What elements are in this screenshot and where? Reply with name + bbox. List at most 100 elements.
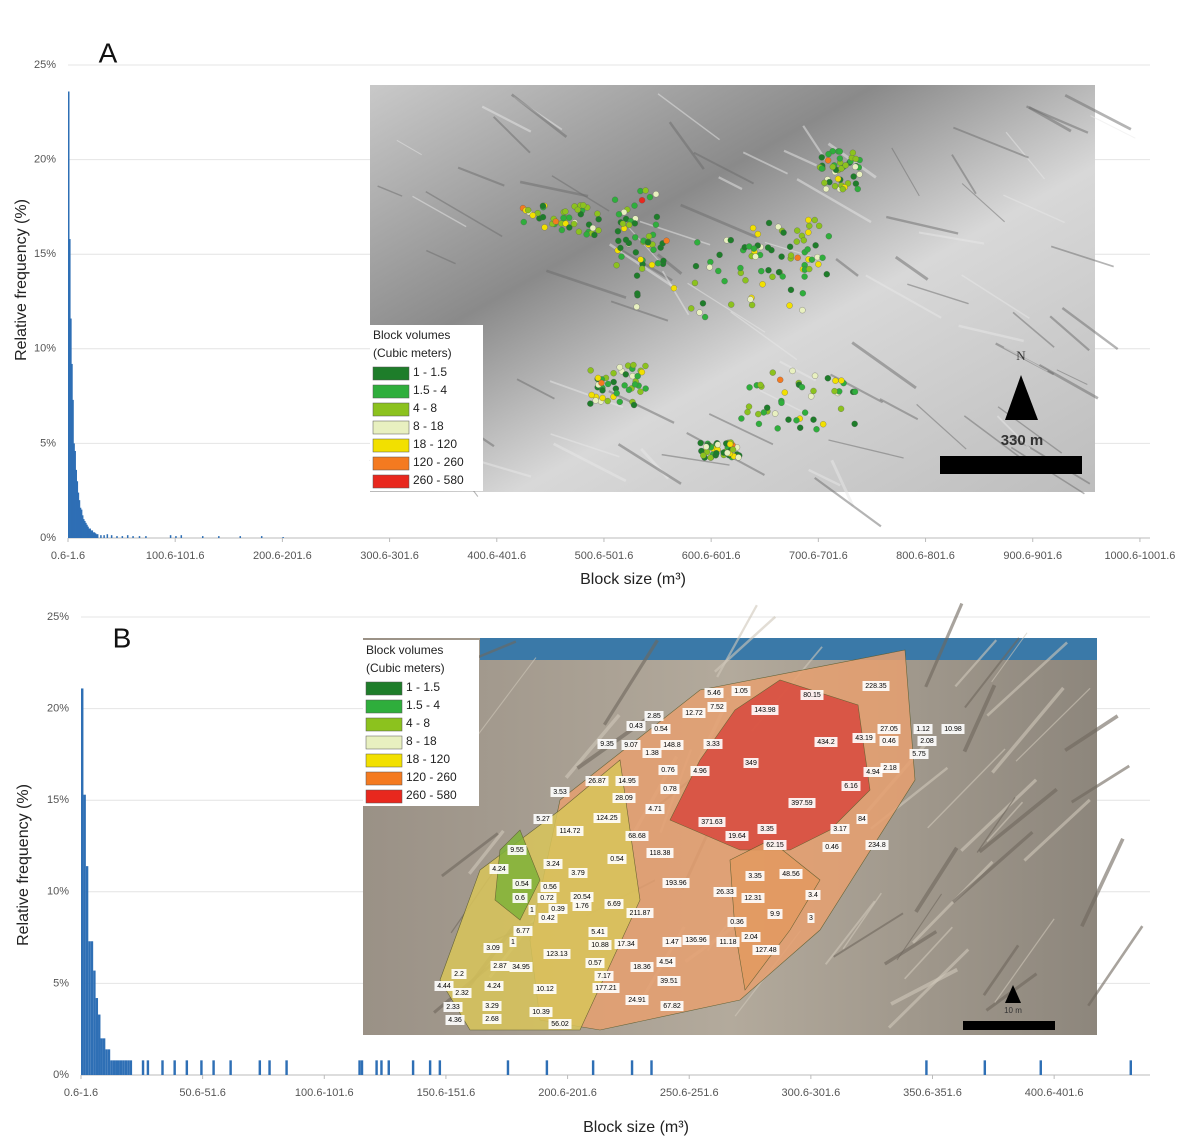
legend-label: 4 - 8 bbox=[413, 401, 437, 415]
block-label-bg bbox=[512, 893, 528, 903]
block-point bbox=[781, 389, 788, 396]
bar bbox=[360, 1060, 364, 1075]
x-tick-label: 400.6-401.6 bbox=[467, 550, 526, 562]
rock-texture bbox=[1087, 925, 1144, 1007]
block-label: 3.79 bbox=[571, 870, 585, 877]
legend-label: 1.5 - 4 bbox=[413, 383, 447, 397]
y-axis-label: Relative frequency (%) bbox=[13, 199, 30, 361]
hillshade bbox=[916, 403, 967, 450]
block-point bbox=[822, 185, 830, 193]
block-label-bg bbox=[751, 705, 779, 715]
hillshade bbox=[907, 283, 969, 305]
hillshade bbox=[708, 413, 774, 446]
block-point bbox=[616, 398, 623, 406]
block-label-bg bbox=[767, 909, 783, 919]
scale-label: 330 m bbox=[1001, 432, 1044, 449]
block-label: 4.36 bbox=[448, 1017, 462, 1024]
bar bbox=[84, 520, 86, 538]
bar bbox=[85, 522, 87, 538]
block-label-bg bbox=[593, 813, 621, 823]
legend-swatch bbox=[372, 402, 410, 417]
block-label: 27.05 bbox=[880, 726, 898, 733]
rock-texture bbox=[927, 748, 1006, 829]
x-tick-label: 200.6-201.6 bbox=[253, 550, 312, 562]
bar bbox=[110, 1060, 113, 1075]
bar bbox=[260, 536, 263, 538]
block-label: 39.51 bbox=[660, 978, 678, 985]
block-point bbox=[804, 246, 811, 253]
x-axis-label: Block size (m³) bbox=[583, 1119, 689, 1136]
bar bbox=[983, 1060, 987, 1075]
block-point bbox=[801, 409, 809, 416]
block-point bbox=[820, 421, 827, 428]
legend-swatch bbox=[372, 474, 410, 489]
block-point bbox=[688, 305, 695, 312]
block-point bbox=[713, 450, 720, 457]
block-label: 6.77 bbox=[516, 928, 530, 935]
block-point bbox=[764, 244, 772, 251]
block-label: 0.72 bbox=[540, 895, 554, 902]
rock-texture bbox=[904, 926, 953, 980]
block-point bbox=[777, 376, 784, 383]
block-point bbox=[525, 206, 532, 214]
rock-texture bbox=[441, 832, 499, 878]
x-tick-label: 700.6-701.6 bbox=[789, 550, 848, 562]
block-point bbox=[824, 375, 832, 382]
bar bbox=[93, 532, 96, 538]
block-label-bg bbox=[807, 913, 815, 923]
block-label-bg bbox=[621, 740, 641, 750]
block-point bbox=[742, 277, 749, 284]
block-label: 56.02 bbox=[551, 1021, 569, 1028]
block-label: 4.71 bbox=[648, 806, 662, 813]
bar bbox=[74, 450, 76, 538]
y-tick-label: 20% bbox=[34, 154, 56, 166]
block-label-bg bbox=[863, 767, 883, 777]
block-point bbox=[570, 220, 578, 228]
block-label: 80.15 bbox=[803, 692, 821, 699]
block-point bbox=[631, 381, 639, 388]
block-label-bg bbox=[597, 739, 617, 749]
rock-texture bbox=[1070, 764, 1131, 804]
hillshade bbox=[668, 121, 705, 170]
block-point bbox=[625, 386, 633, 394]
bar bbox=[201, 536, 204, 538]
rock-texture bbox=[978, 787, 1058, 854]
block-label: 6.69 bbox=[607, 901, 621, 908]
legend-swatch bbox=[365, 771, 403, 786]
block-point bbox=[838, 165, 845, 172]
y-tick-label: 0% bbox=[40, 532, 56, 544]
block-point bbox=[764, 404, 771, 411]
block-label: 34.95 bbox=[512, 964, 530, 971]
block-label-bg bbox=[656, 957, 676, 967]
hillshade bbox=[951, 154, 977, 195]
block-label: 0.54 bbox=[654, 726, 668, 733]
block-point bbox=[808, 256, 816, 263]
bar bbox=[358, 1060, 361, 1075]
bar bbox=[75, 469, 78, 538]
block-point bbox=[592, 397, 599, 404]
block-label: 10.39 bbox=[532, 1009, 550, 1016]
block-label: 234.8 bbox=[868, 842, 886, 849]
block-point bbox=[806, 222, 813, 230]
rock-texture bbox=[964, 637, 1020, 709]
block-point bbox=[604, 380, 612, 388]
bar bbox=[141, 1060, 145, 1075]
block-point bbox=[583, 231, 590, 238]
block-point bbox=[810, 416, 817, 423]
block-label-bg bbox=[588, 927, 608, 937]
block-point bbox=[613, 262, 620, 269]
block-label-bg bbox=[509, 937, 517, 947]
block-point bbox=[566, 214, 573, 221]
block-label-bg bbox=[841, 781, 861, 791]
hillshade bbox=[996, 415, 1031, 450]
block-point bbox=[613, 390, 620, 397]
scale-label: 10 m bbox=[1004, 1006, 1022, 1015]
legend-swatch bbox=[365, 735, 403, 750]
block-label: 0.54 bbox=[515, 881, 529, 888]
hillshade bbox=[1026, 105, 1089, 134]
north-arrow bbox=[1005, 375, 1038, 420]
block-label-bg bbox=[727, 917, 747, 927]
block-label-bg bbox=[713, 887, 737, 897]
bar bbox=[169, 535, 172, 538]
rock-texture bbox=[952, 830, 1034, 904]
